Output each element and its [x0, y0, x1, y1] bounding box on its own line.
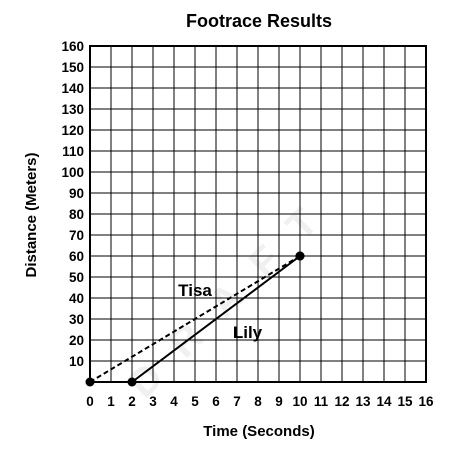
y-tick-label: 100 [61, 165, 84, 180]
y-tick-label: 20 [69, 333, 84, 348]
x-tick-label: 8 [254, 394, 262, 409]
y-tick-label: 60 [69, 249, 84, 264]
x-tick-label: 2 [128, 394, 136, 409]
x-tick-label: 12 [334, 394, 349, 409]
y-tick-label: 140 [61, 81, 84, 96]
x-tick-label: 4 [170, 394, 178, 409]
series-line-lily [131, 255, 301, 383]
x-tick-label: 9 [275, 394, 283, 409]
x-tick-label: 1 [107, 394, 115, 409]
x-tick-label: 10 [292, 394, 307, 409]
x-axis-label: Time (Seconds) [203, 423, 314, 440]
grid [89, 45, 427, 383]
series-lines [89, 255, 301, 383]
y-tick-label: 50 [69, 270, 84, 285]
x-tick-label: 5 [191, 394, 199, 409]
data-point-lily [295, 251, 305, 261]
x-tick-label: 3 [149, 394, 157, 409]
x-tick-label: 11 [314, 394, 329, 409]
chart-title: Footrace Results [186, 11, 332, 31]
y-tick-label: 40 [69, 291, 84, 306]
y-tick-label: 150 [61, 60, 84, 75]
y-tick-label: 160 [61, 39, 84, 54]
y-tick-labels: 10 20 30 40 50 60 70 80 90 100 110 120 130 140 150 160 [61, 39, 84, 369]
y-tick-label: 80 [69, 207, 84, 222]
y-tick-label: 130 [61, 102, 84, 117]
y-tick-label: 110 [62, 144, 84, 159]
plot-border [89, 45, 427, 383]
series-labels: Tisa Lily [178, 281, 263, 342]
y-tick-label: 90 [69, 186, 84, 201]
series-label-lily: Lily [233, 323, 263, 342]
data-points [85, 251, 305, 387]
x-tick-label: 13 [355, 394, 371, 409]
y-axis-label: Distance (Meters) [23, 152, 40, 277]
x-tick-label: 15 [397, 394, 413, 409]
series-label-tisa: Tisa [178, 281, 212, 300]
y-tick-label: 70 [69, 228, 84, 243]
y-tick-label: 120 [61, 123, 84, 138]
y-tick-label: 10 [69, 354, 84, 369]
x-tick-label: 16 [418, 394, 434, 409]
x-tick-label: 7 [233, 394, 241, 409]
x-tick-label: 14 [376, 394, 392, 409]
x-tick-labels: 0 1 2 3 4 5 6 7 8 9 10 11 12 13 14 15 16 [86, 394, 434, 409]
data-point-lily [127, 377, 137, 387]
series-line-tisa [89, 255, 301, 383]
x-tick-label: 0 [86, 394, 94, 409]
data-point-tisa [85, 377, 95, 387]
x-tick-label: 6 [212, 394, 220, 409]
y-tick-label: 30 [69, 312, 84, 327]
